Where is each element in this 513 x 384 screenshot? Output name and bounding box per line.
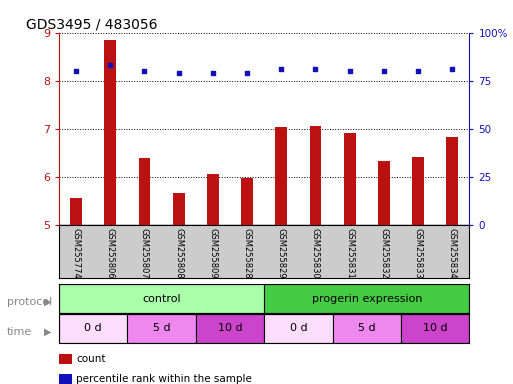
Text: GSM255807: GSM255807 [140, 228, 149, 279]
Point [380, 68, 388, 74]
Point [209, 70, 217, 76]
Point [141, 68, 149, 74]
Text: GSM255833: GSM255833 [413, 228, 423, 279]
Text: 10 d: 10 d [423, 323, 447, 333]
Text: 5 d: 5 d [153, 323, 170, 333]
Bar [378, 161, 390, 225]
Text: control: control [142, 293, 181, 304]
Text: 0 d: 0 d [84, 323, 102, 333]
Text: GSM255808: GSM255808 [174, 228, 183, 279]
Point [243, 70, 251, 76]
Text: ▶: ▶ [44, 297, 51, 307]
Point [106, 62, 114, 68]
Text: GSM255830: GSM255830 [311, 228, 320, 279]
Bar [401, 314, 469, 343]
Bar [412, 157, 424, 225]
Bar [446, 137, 458, 225]
Text: 0 d: 0 d [289, 323, 307, 333]
Bar [139, 159, 150, 225]
Point [448, 66, 457, 72]
Bar [207, 174, 219, 225]
Text: count: count [76, 354, 106, 364]
Text: GSM255774: GSM255774 [72, 228, 81, 279]
Point [311, 66, 320, 72]
Bar [332, 314, 401, 343]
Text: ▶: ▶ [44, 327, 51, 337]
Text: GSM255834: GSM255834 [448, 228, 457, 279]
Text: protocol: protocol [7, 297, 52, 307]
Text: GSM255832: GSM255832 [380, 228, 388, 279]
Text: percentile rank within the sample: percentile rank within the sample [76, 374, 252, 384]
Text: progerin expression: progerin expression [311, 293, 422, 304]
Bar [275, 127, 287, 225]
Text: GSM255806: GSM255806 [106, 228, 115, 279]
Bar [264, 284, 469, 313]
Point [346, 68, 354, 74]
Bar [264, 314, 332, 343]
Bar [59, 314, 127, 343]
Point [72, 68, 80, 74]
Text: GDS3495 / 483056: GDS3495 / 483056 [26, 18, 157, 31]
Text: GSM255831: GSM255831 [345, 228, 354, 279]
Text: 5 d: 5 d [358, 323, 376, 333]
Bar [309, 126, 322, 225]
Bar [70, 198, 82, 225]
Bar [127, 314, 196, 343]
Text: time: time [7, 327, 32, 337]
Point [277, 66, 285, 72]
Text: GSM255809: GSM255809 [208, 228, 218, 279]
Bar [104, 40, 116, 225]
Bar [196, 314, 264, 343]
Point [174, 70, 183, 76]
Point [414, 68, 422, 74]
Text: GSM255829: GSM255829 [277, 228, 286, 279]
Text: 10 d: 10 d [218, 323, 242, 333]
Bar [59, 284, 264, 313]
Text: GSM255828: GSM255828 [243, 228, 251, 279]
Bar [173, 194, 185, 225]
Bar [241, 178, 253, 225]
Bar [344, 134, 356, 225]
